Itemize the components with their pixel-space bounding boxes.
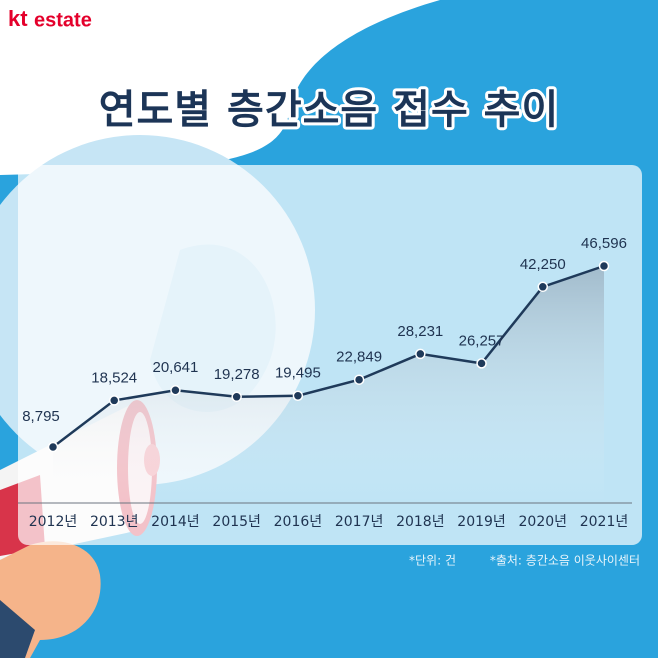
source-note: *출처: 층간소음 이웃사이센터 [490,554,640,568]
value-label: 46,596 [581,235,627,252]
value-label: 19,495 [275,365,321,382]
point [292,390,304,402]
x-tick-label: 2021년 [580,514,629,530]
unit-note: *단위: 건 [409,554,456,568]
x-tick-label: 2018년 [396,514,445,530]
point [108,395,120,406]
value-label: 22,849 [336,349,382,366]
point [476,358,487,369]
value-label: 8,795 [22,408,60,425]
value-label: 19,278 [214,366,260,383]
x-tick-label: 2019년 [457,514,506,530]
x-tick-label: 2015년 [212,514,261,530]
line [52,264,605,448]
x-tick-label: 2014년 [151,514,200,530]
x-tick-label: 2016년 [274,514,323,530]
value-label: 26,257 [459,332,505,349]
value-label: 42,250 [520,256,566,273]
x-tick-label: 2013년 [90,514,139,530]
point [353,374,365,385]
point [415,348,426,360]
value-label: 20,641 [152,359,198,376]
point [170,385,181,396]
x-tick-label: 2017년 [335,514,384,530]
logo-brand: kt [8,6,28,31]
x-tick-label: 2012년 [29,514,78,530]
area [53,266,604,503]
x-tick-label: 2020년 [519,514,568,530]
point [47,441,59,453]
value-label: 18,524 [91,369,137,386]
logo-name: estate [34,9,92,31]
background-white [0,0,440,175]
point [537,281,549,293]
point [231,391,242,403]
plot: 8,795 2012년 18,524 2013년 20,641 2014년 19,278 20… [22,235,628,530]
chart-title: 연도별 층간소음 접수 추이 [99,87,560,133]
value-label: 28,231 [397,323,443,340]
point [598,260,610,272]
